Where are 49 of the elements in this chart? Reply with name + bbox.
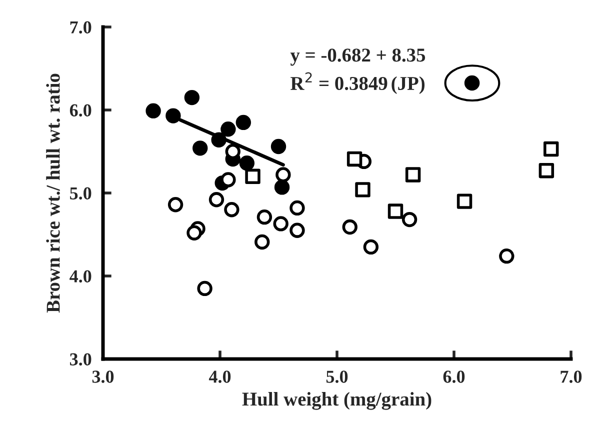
point — [254, 234, 270, 250]
legend-label: (JP) — [392, 76, 425, 94]
point — [166, 108, 181, 124]
point — [168, 197, 184, 212]
point — [197, 280, 212, 296]
x-axis-title: Hull weight (mg/grain) — [242, 392, 432, 410]
y-tick-label: 4.0 — [70, 270, 92, 283]
annotation: y = -0.682 + 8.35 — [290, 48, 426, 66]
point — [363, 239, 379, 255]
point — [544, 141, 559, 157]
point — [186, 225, 202, 240]
y-tick-label: 6.0 — [70, 104, 92, 117]
point — [355, 182, 370, 198]
point — [405, 167, 421, 182]
point — [208, 192, 224, 208]
point — [342, 219, 358, 235]
y-tick-label: 7.0 — [70, 21, 92, 34]
point — [211, 132, 226, 148]
x-tick-label: 3.0 — [92, 370, 114, 383]
point — [192, 140, 208, 156]
y-tick-label: 3.0 — [70, 353, 92, 366]
annotation: R$^{2}$ = 0.3849 — [290, 72, 388, 90]
x-tick-label: 4.0 — [208, 370, 231, 383]
point — [239, 156, 255, 171]
point — [273, 216, 288, 232]
x-tick-label: 7.0 — [560, 370, 582, 383]
point — [224, 202, 240, 218]
point — [220, 172, 236, 188]
point — [236, 114, 251, 130]
point — [270, 138, 286, 154]
x-tick-label: 5.0 — [326, 370, 348, 383]
point — [402, 212, 418, 228]
point — [220, 121, 236, 137]
point — [388, 204, 404, 219]
x-tick-label: 6.0 — [443, 370, 465, 383]
point — [146, 103, 161, 118]
point — [276, 167, 291, 182]
point — [499, 248, 514, 264]
y-axis-title: Brown rice wt./ hull wt. ratio — [46, 74, 60, 313]
point — [184, 90, 200, 106]
point — [245, 168, 260, 184]
point — [456, 194, 472, 209]
y-tick-label: 5.0 — [70, 187, 92, 200]
point — [538, 162, 554, 178]
point — [256, 209, 272, 225]
point — [346, 151, 362, 167]
point — [274, 180, 290, 195]
point — [290, 200, 305, 216]
point — [290, 222, 305, 238]
